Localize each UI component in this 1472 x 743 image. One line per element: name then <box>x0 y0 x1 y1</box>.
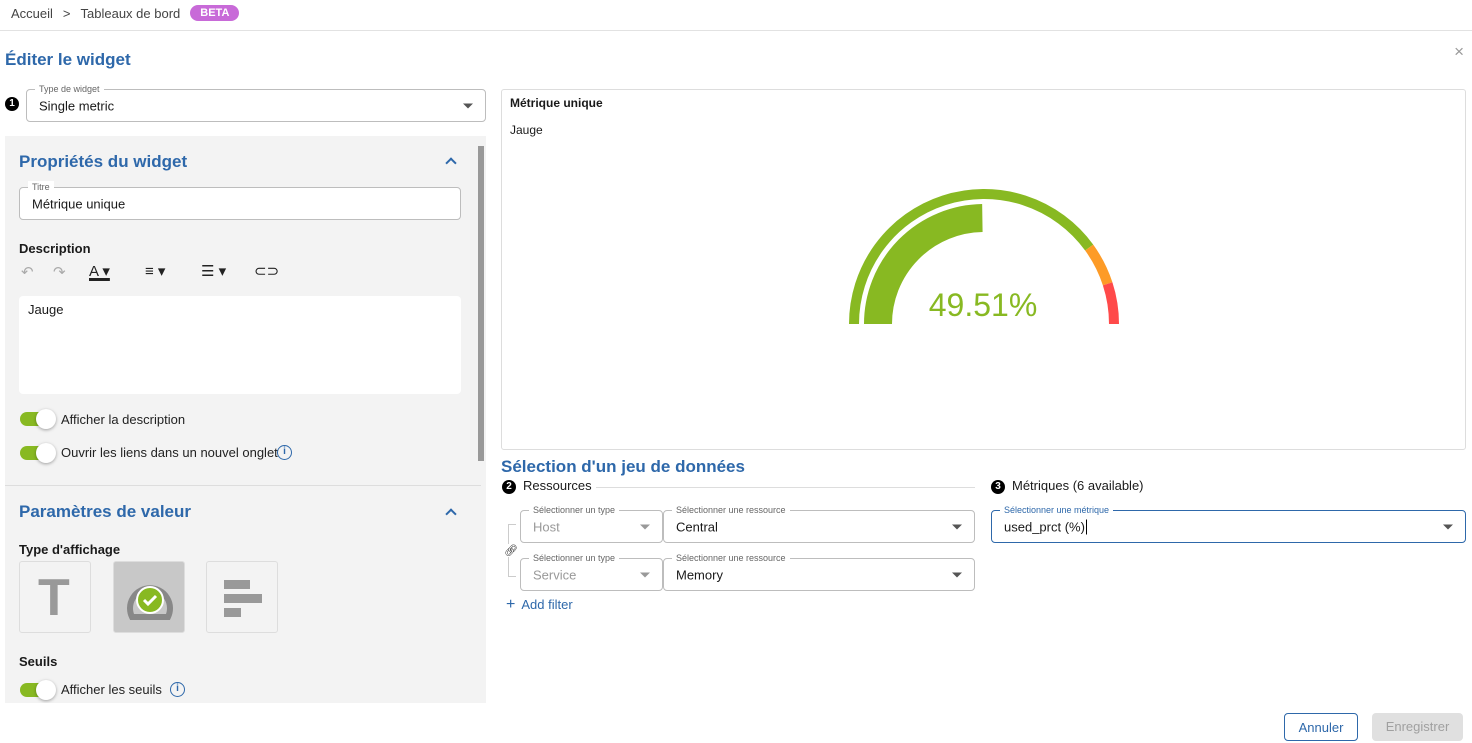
collapse-icon[interactable] <box>445 508 457 520</box>
step-1-badge: 1 <box>5 97 19 111</box>
dataset-title: Sélection d'un jeu de données <box>501 457 745 476</box>
widget-preview: Métrique unique Jauge 49.51% <box>501 89 1466 450</box>
close-icon[interactable]: × <box>1454 42 1464 61</box>
page-title: Éditer le widget <box>5 50 131 69</box>
link-icon: 🔗︎ <box>504 544 518 557</box>
thresholds-label: Seuils <box>19 654 58 669</box>
description-text: Jauge <box>28 302 64 317</box>
title-label: Titre <box>28 181 54 193</box>
description-editor[interactable]: Jauge <box>19 296 461 394</box>
show-thresholds-toggle[interactable] <box>20 680 56 700</box>
collapse-icon[interactable] <box>445 157 457 169</box>
chevron-down-icon <box>463 103 473 108</box>
plus-icon: + <box>506 596 516 613</box>
chevron-down-icon <box>640 524 650 529</box>
text-icon: T <box>38 569 70 627</box>
breadcrumb-dashboards[interactable]: Tableaux de bord <box>80 5 181 21</box>
chevron-down-icon <box>952 524 962 529</box>
metric-select[interactable]: Sélectionner une métrique used_prct (%) <box>991 504 1466 543</box>
display-type-gauge[interactable] <box>113 561 185 633</box>
divider <box>5 485 481 486</box>
save-button[interactable]: Enregistrer <box>1372 713 1463 741</box>
divider <box>596 487 975 488</box>
add-filter-button[interactable]: + Add filter <box>506 596 573 614</box>
type-select-2[interactable]: Sélectionner un type Service <box>520 552 663 591</box>
type-value: Service <box>533 567 577 582</box>
gauge-chart <box>849 189 1119 325</box>
add-filter-label: Add filter <box>521 597 573 612</box>
description-label: Description <box>19 241 91 256</box>
chevron-down-icon <box>640 572 650 577</box>
properties-title: Propriétés du widget <box>19 152 188 171</box>
preview-title: Métrique unique <box>510 96 603 110</box>
settings-panel: Propriétés du widget Titre Métrique uniq… <box>5 136 486 703</box>
text-color-icon[interactable]: A ▾ <box>89 263 110 280</box>
display-type-bar[interactable] <box>206 561 278 633</box>
gauge-threshold-warning <box>1085 244 1113 286</box>
metrics-label: Métriques (6 available) <box>1012 478 1144 493</box>
resource-value: Memory <box>676 567 723 582</box>
step-2-badge: 2 <box>502 480 516 494</box>
preview-description: Jauge <box>510 123 543 137</box>
breadcrumb: Accueil > Tableaux de bord BETA <box>11 5 240 21</box>
info-icon[interactable]: i <box>170 682 185 697</box>
breadcrumb-home[interactable]: Accueil <box>11 5 53 21</box>
align-icon[interactable]: ≡ ▾ <box>145 263 166 280</box>
display-type-label: Type d'affichage <box>19 542 121 557</box>
cancel-button[interactable]: Annuler <box>1284 713 1358 741</box>
gauge-threshold-critical <box>1102 282 1119 325</box>
panel-scrollbar[interactable] <box>478 146 484 461</box>
display-type-text[interactable]: T <box>19 561 91 633</box>
divider <box>0 30 1472 31</box>
resource-label: Sélectionner une ressource <box>672 504 790 516</box>
show-description-toggle[interactable] <box>20 409 56 429</box>
metric-label: Sélectionner une métrique <box>1000 504 1114 516</box>
widget-type-select[interactable]: Type de widget Single metric <box>26 83 486 122</box>
value-settings-title: Paramètres de valeur <box>19 502 191 521</box>
open-links-toggle[interactable] <box>20 443 56 463</box>
show-description-label: Afficher la description <box>61 412 186 427</box>
step-3-badge: 3 <box>991 480 1005 494</box>
title-value: Métrique unique <box>32 196 126 211</box>
type-value: Host <box>533 519 560 534</box>
resource-select-2[interactable]: Sélectionner une ressource Memory <box>663 552 975 591</box>
open-links-label: Ouvrir les liens dans un nouvel onglet <box>61 445 278 460</box>
chevron-down-icon <box>952 572 962 577</box>
redo-icon[interactable]: ↷ <box>53 264 66 281</box>
type-label: Sélectionner un type <box>529 504 620 516</box>
breadcrumb-separator: > <box>62 5 71 21</box>
gauge-value-arc <box>864 204 983 325</box>
type-select-1[interactable]: Sélectionner un type Host <box>520 504 663 543</box>
link-icon[interactable]: ⊂⊃ <box>254 263 280 280</box>
title-field[interactable]: Titre Métrique unique <box>19 181 461 220</box>
show-thresholds-label: Afficher les seuils <box>61 682 162 697</box>
undo-icon[interactable]: ↶ <box>21 264 34 281</box>
gauge-value-text: 49.51% <box>928 287 1038 323</box>
widget-type-value: Single metric <box>39 98 115 113</box>
metric-value: used_prct (%) <box>1004 519 1087 534</box>
widget-type-label: Type de widget <box>35 83 104 95</box>
resources-label: Ressources <box>523 478 592 493</box>
resource-value: Central <box>676 519 718 534</box>
chevron-down-icon <box>1443 524 1453 529</box>
gauge-check-icon <box>127 585 173 620</box>
beta-badge: BETA <box>190 5 240 21</box>
info-icon[interactable]: i <box>277 445 292 460</box>
list-icon[interactable]: ☰ ▾ <box>201 263 227 280</box>
type-label: Sélectionner un type <box>529 552 620 564</box>
resource-label: Sélectionner une ressource <box>672 552 790 564</box>
bar-chart-icon <box>224 580 262 617</box>
resource-select-1[interactable]: Sélectionner une ressource Central <box>663 504 975 543</box>
gauge-threshold-ok <box>849 189 1094 325</box>
